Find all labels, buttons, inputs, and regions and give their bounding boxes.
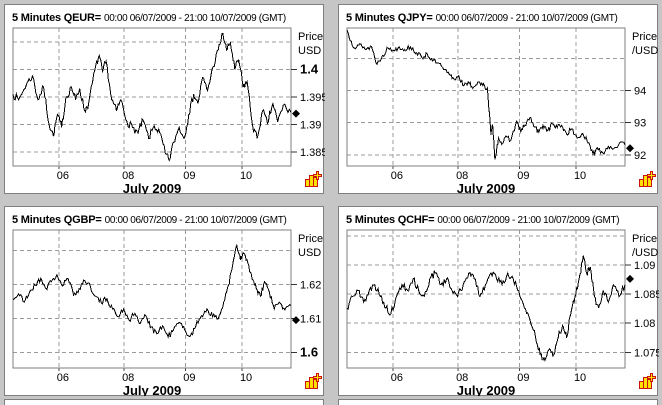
x-tick-label: 08: [122, 170, 134, 182]
last-price-diamond: [626, 274, 634, 283]
chart-icon-bar: [305, 179, 310, 187]
last-price-diamond: [292, 316, 300, 325]
x-tick-label: 06: [391, 170, 403, 182]
price-axis-title: USD: [298, 45, 321, 57]
chart-icon-bar: [647, 379, 652, 389]
chart-icon-bar: [309, 377, 314, 389]
chart-panel-qeur[interactable]: 5 Minutes QEUR= 00:00 06/07/2009 - 21:00 …: [4, 4, 325, 194]
chart-object-icon[interactable]: [305, 171, 322, 187]
chart-title-daterange: 00:00 06/07/2009 - 21:00 10/07/2009 (GMT…: [435, 13, 618, 24]
last-price-diamond: [626, 144, 634, 153]
chart-icon-bar: [643, 377, 648, 389]
chart-title: 5 Minutes QGBP= 00:00 06/07/2009 - 21:00 …: [12, 210, 287, 228]
x-tick-label: 08: [122, 372, 134, 384]
y-tick-label: 94: [634, 86, 646, 98]
price-axis-title: Price: [632, 31, 657, 43]
y-tick-label: 92: [634, 150, 646, 162]
x-axis-title: July 2009: [457, 383, 516, 396]
chart-icon-plus: [313, 171, 322, 180]
chart-title: 5 Minutes QCHF= 00:00 06/07/2009 - 21:00 …: [346, 210, 620, 228]
chart-panel-qchf[interactable]: 5 Minutes QCHF= 00:00 06/07/2009 - 21:00 …: [338, 206, 659, 396]
chart-panel-qgbp[interactable]: 5 Minutes QGBP= 00:00 06/07/2009 - 21:00 …: [4, 206, 324, 396]
x-axis-title: July 2009: [123, 383, 182, 396]
chart-icon-bar: [313, 177, 318, 187]
chart-title-instrument: 5 Minutes QJPY=: [346, 12, 433, 24]
y-tick-label: 1.385: [300, 147, 325, 159]
y-tick-label: 1.08: [634, 318, 655, 330]
chart-icon-bar: [643, 175, 648, 187]
chart-icon-bar: [313, 379, 318, 389]
price-axis-title: USD: [298, 247, 321, 259]
chart-icon-bar: [647, 177, 652, 187]
price-chart-canvas[interactable]: 06 08 09 10 1.09 1.085 1.08 1.075 Price/USD July …: [339, 226, 659, 396]
x-tick-label: 10: [574, 170, 586, 182]
chart-title: 5 Minutes QJPY= 00:00 06/07/2009 - 21:00 …: [346, 8, 618, 26]
y-tick-label: 1.395: [300, 92, 325, 104]
price-axis-title: Price: [298, 31, 323, 43]
y-tick-label: 1.085: [634, 289, 659, 301]
x-tick-label: 09: [183, 170, 195, 182]
x-tick-label: 08: [456, 372, 468, 384]
chart-title: 5 Minutes QEUR= 00:00 06/07/2009 - 21:00 …: [12, 8, 286, 26]
chart-title-instrument: 5 Minutes QEUR=: [12, 12, 101, 24]
plot-border: [346, 27, 626, 167]
price-chart-canvas[interactable]: 06 08 09 10 1.62 1.61 1.6 Price USD July 2009: [5, 226, 325, 396]
x-tick-label: 06: [391, 372, 403, 384]
chart-icon-plus: [647, 373, 656, 382]
price-chart-canvas[interactable]: 06 08 09 10 1.4 1.395 1.39 1.385 Price USD July 20…: [5, 24, 325, 194]
x-tick-label: 06: [57, 372, 69, 384]
y-tick-label: 1.39: [300, 120, 321, 132]
chart-panel-qjpy[interactable]: 5 Minutes QJPY= 00:00 06/07/2009 - 21:00 …: [338, 4, 658, 194]
x-tick-label: 10: [574, 372, 586, 384]
x-tick-label: 06: [57, 170, 69, 182]
price-chart-canvas[interactable]: 06 08 09 10 94 93 92 Price/USD July 2009: [339, 24, 659, 194]
x-tick-label: 09: [517, 372, 529, 384]
y-tick-label: 1.61: [300, 313, 321, 325]
chart-icon-plus: [313, 373, 322, 382]
y-tick-label: 93: [634, 118, 646, 130]
plot-border: [12, 229, 292, 369]
x-tick-label: 09: [183, 372, 195, 384]
price-series-line: [12, 32, 292, 162]
chart-icon-bar: [639, 381, 644, 389]
x-axis-title: July 2009: [123, 181, 182, 194]
price-series-line: [12, 243, 292, 339]
chart-icon-bar: [305, 381, 310, 389]
price-series-line: [346, 255, 626, 362]
chart-title-instrument: 5 Minutes QGBP=: [12, 214, 102, 226]
chart-icon-plus: [647, 171, 656, 180]
y-tick-label: 1.4: [300, 61, 319, 76]
chart-object-icon[interactable]: [639, 373, 656, 389]
price-axis-title: /USD: [632, 45, 658, 57]
price-series-line: [346, 29, 626, 160]
price-axis-title: /USD: [632, 247, 658, 259]
chart-icon-bar: [639, 179, 644, 187]
x-tick-label: 08: [456, 170, 468, 182]
last-price-diamond: [292, 109, 300, 118]
chart-icon-bar: [309, 175, 314, 187]
y-tick-label: 1.075: [634, 347, 659, 359]
chart-title-daterange: 00:00 06/07/2009 - 21:00 10/07/2009 (GMT…: [437, 215, 620, 226]
x-tick-label: 09: [517, 170, 529, 182]
x-axis-title: July 2009: [457, 181, 516, 194]
chart-title-daterange: 00:00 06/07/2009 - 21:00 10/07/2009 (GMT…: [104, 215, 287, 226]
chart-title-instrument: 5 Minutes QCHF=: [346, 214, 435, 226]
x-tick-label: 10: [240, 170, 252, 182]
partial-next-row-panel: [338, 399, 658, 405]
partial-next-row-panel: [4, 399, 324, 405]
price-axis-title: Price: [298, 233, 323, 245]
chart-object-icon[interactable]: [639, 171, 656, 187]
chart-title-daterange: 00:00 06/07/2009 - 21:00 10/07/2009 (GMT…: [104, 13, 286, 24]
plot-border: [346, 229, 626, 369]
y-tick-label: 1.6: [300, 344, 318, 359]
x-tick-label: 10: [240, 372, 252, 384]
chart-object-icon[interactable]: [305, 373, 322, 389]
y-tick-label: 1.62: [300, 279, 321, 291]
y-tick-label: 1.09: [634, 260, 655, 272]
price-axis-title: Price: [632, 233, 657, 245]
